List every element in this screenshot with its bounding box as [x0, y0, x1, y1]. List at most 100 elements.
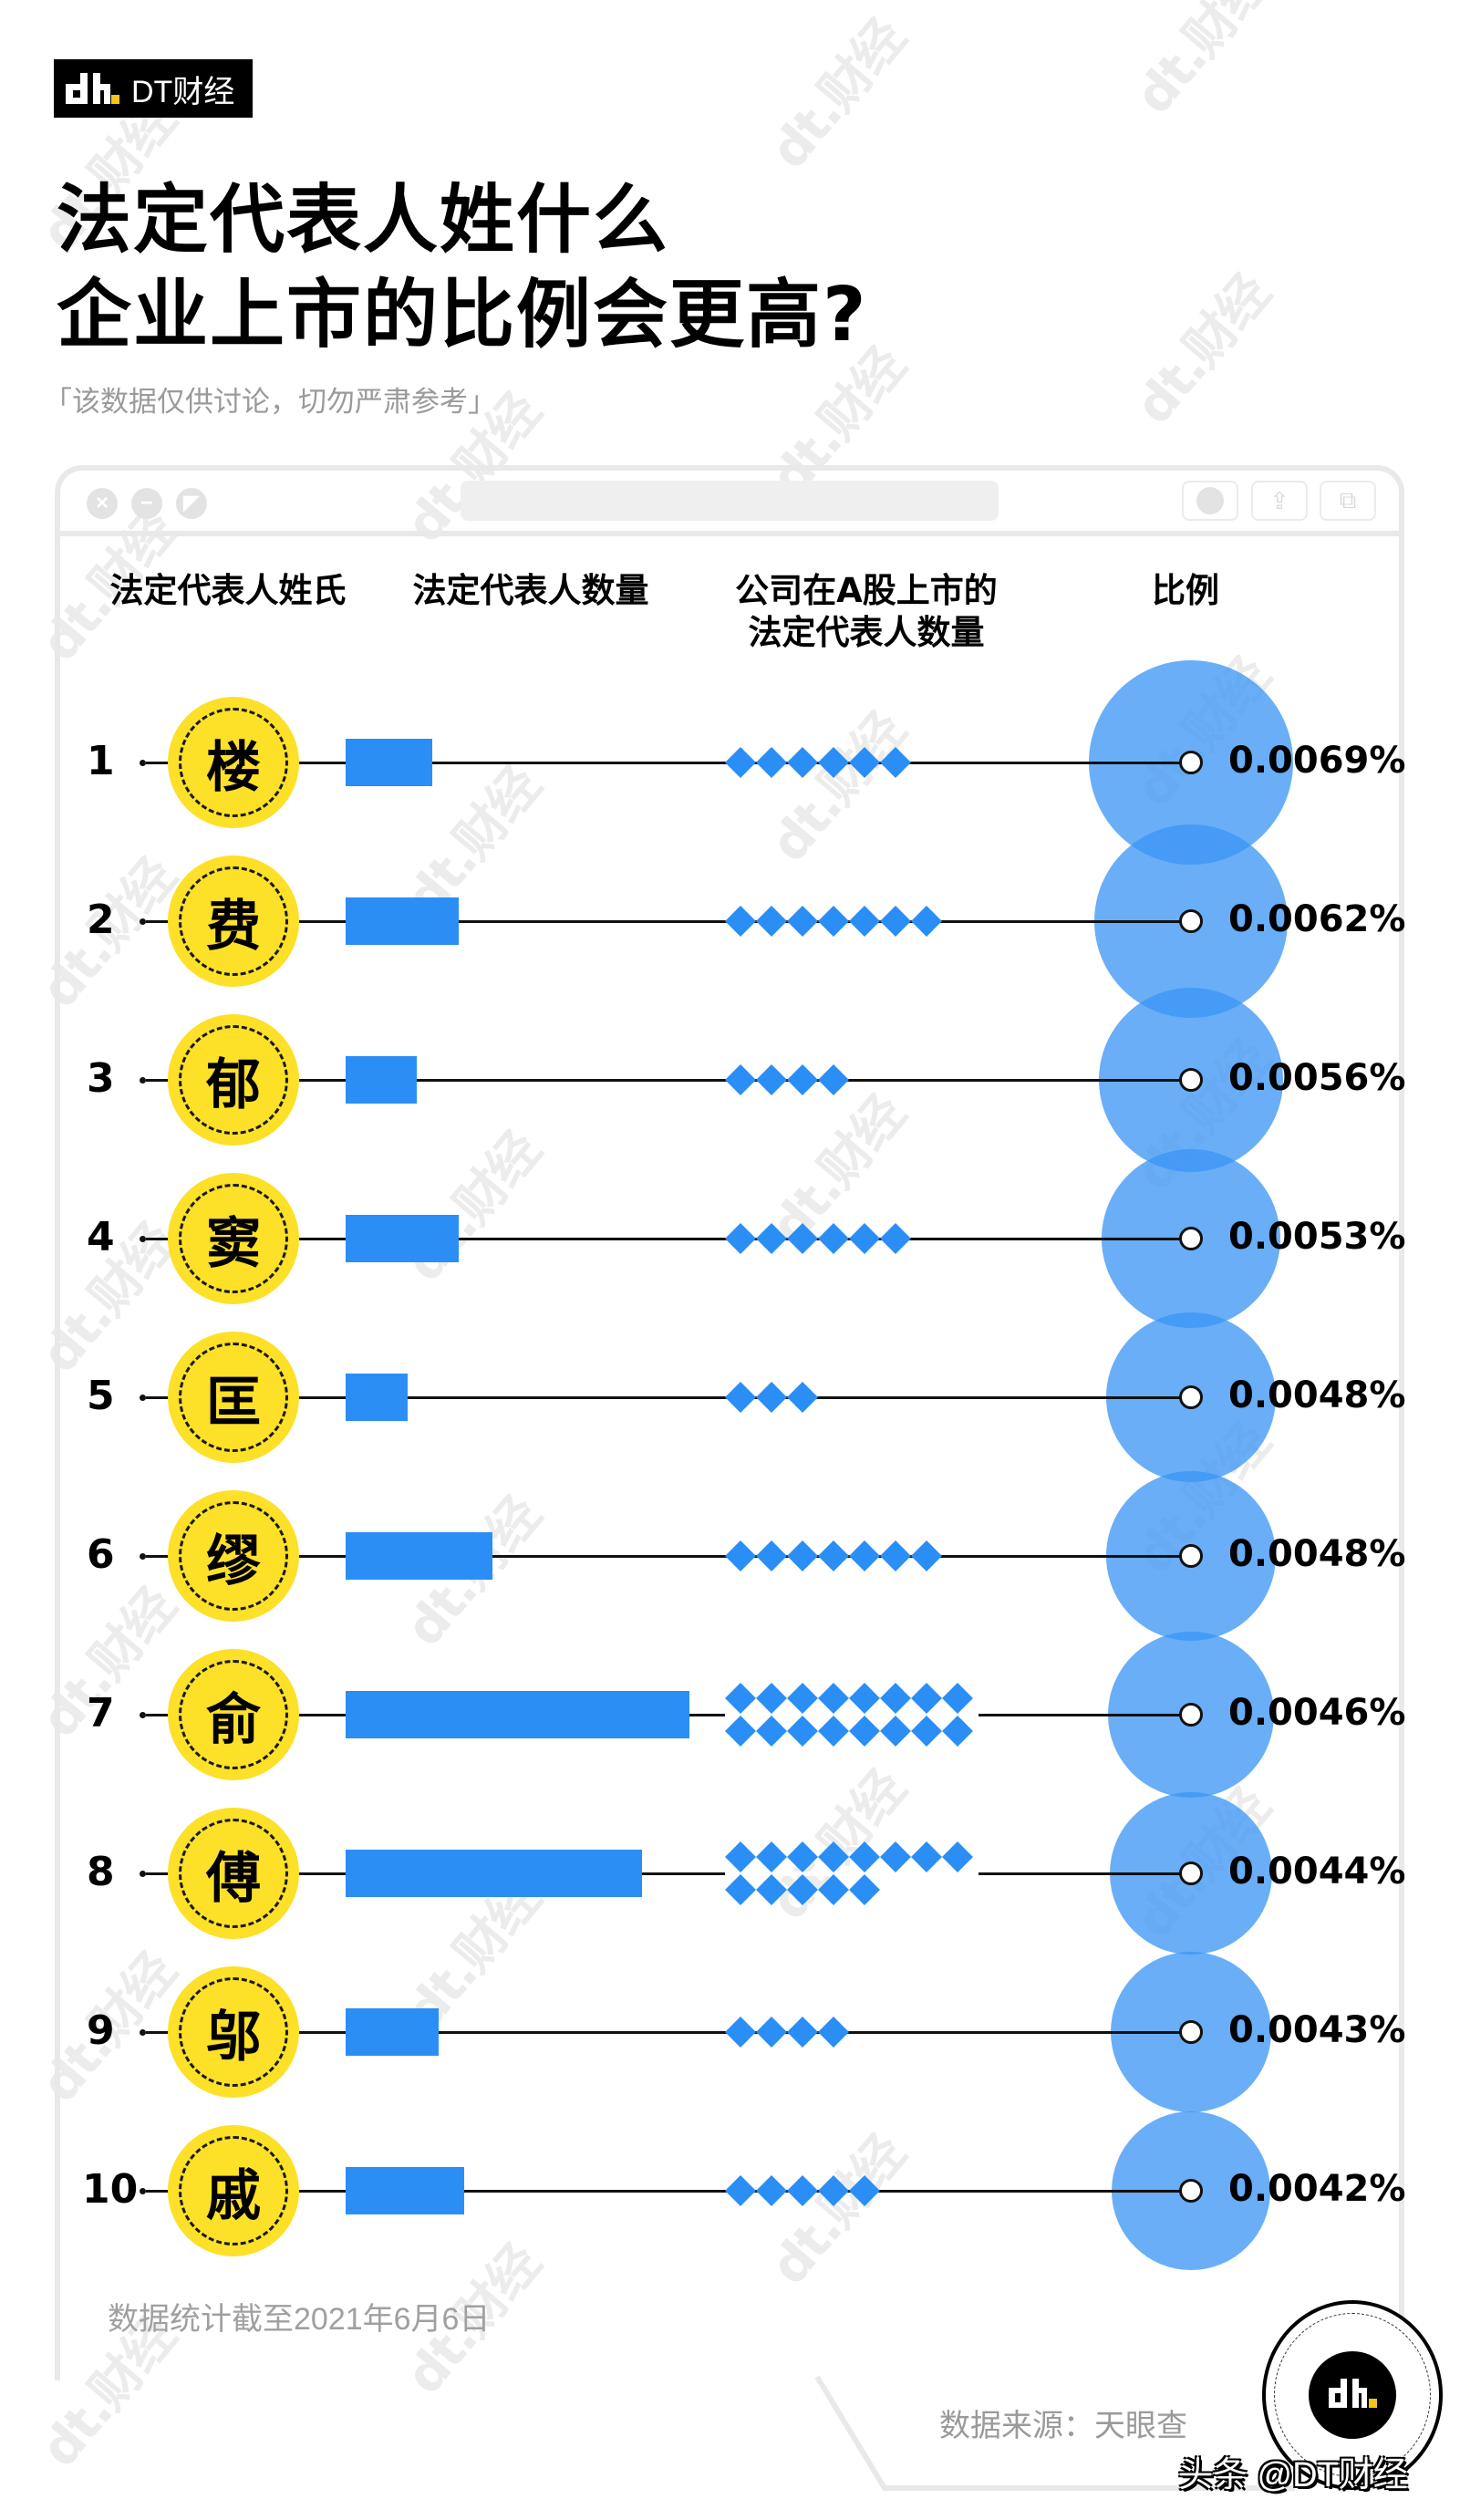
browser-frame	[55, 465, 1404, 2380]
data-cutoff-note: 数据统计截至2021年6月6日	[108, 2302, 491, 2337]
row-connector-line	[146, 1872, 1191, 1875]
surname-badge: 匡	[168, 1332, 299, 1463]
row-start-dot	[140, 1236, 146, 1242]
row-connector-line	[146, 1396, 1191, 1399]
surname: 傅	[179, 1819, 288, 1928]
column-header-listed-count-line2: 法定代表人数量	[748, 613, 985, 652]
ratio-marker	[1179, 751, 1203, 774]
line-gap	[725, 1872, 979, 1876]
legal-rep-count-bar	[346, 897, 459, 945]
row-connector-line	[146, 2190, 1191, 2193]
page-title: 法定代表人姓什么 企业上市的比例会更高?	[57, 173, 868, 363]
column-header-listed-count: 公司在A股上市的 法定代表人数量	[711, 570, 1021, 654]
legal-rep-count-bar	[346, 1532, 492, 1580]
expand-icon: ◤	[176, 488, 207, 519]
row-start-dot	[140, 1077, 146, 1084]
surname: 缪	[179, 1501, 288, 1611]
row-start-dot	[140, 2029, 146, 2036]
ratio-marker	[1179, 909, 1203, 933]
watermark: dt.财经	[759, 8, 916, 181]
badge-dashed-ring	[1274, 2313, 1431, 2477]
row-start-dot	[140, 2188, 146, 2194]
surname: 窦	[179, 1184, 288, 1293]
close-icon: ×	[87, 488, 118, 519]
ratio-value: 0.0069%	[1228, 740, 1406, 782]
surname-badge: 戚	[168, 2125, 299, 2256]
brand-name: DT财经	[131, 74, 235, 109]
legal-rep-count-bar	[346, 1056, 417, 1104]
record-icon	[1182, 481, 1238, 521]
surname: 俞	[179, 1660, 288, 1769]
rank-number: 4	[87, 1214, 115, 1260]
surname: 戚	[179, 2136, 288, 2245]
ratio-marker	[1179, 1385, 1203, 1409]
rank-number: 6	[87, 1531, 115, 1578]
dt-logo-icon	[1309, 2351, 1396, 2439]
subtitle: 「该数据仅供讨论，切勿严肃参考」	[44, 386, 496, 418]
column-header-legal-rep-count: 法定代表人数量	[412, 571, 649, 610]
row-start-dot	[140, 1871, 146, 1877]
copy-icon: ⧉	[1320, 481, 1376, 521]
row-connector-line	[146, 1079, 1191, 1082]
chrome-divider	[55, 531, 1404, 536]
rank-number: 8	[87, 1849, 115, 1895]
ratio-value: 0.0048%	[1228, 1374, 1406, 1416]
ratio-marker	[1179, 2179, 1203, 2203]
rank-number: 7	[87, 1690, 115, 1737]
surname-badge: 费	[168, 856, 299, 987]
surname: 郁	[179, 1025, 288, 1135]
column-header-ratio: 比例	[1152, 571, 1219, 610]
row-connector-line	[146, 920, 1191, 923]
surname-badge: 俞	[168, 1649, 299, 1780]
column-header-surname: 法定代表人姓氏	[109, 571, 347, 610]
ratio-value: 0.0043%	[1228, 2009, 1406, 2051]
surname-badge: 窦	[168, 1173, 299, 1304]
surname-badge: 傅	[168, 1808, 299, 1939]
surname-badge: 郁	[168, 1014, 299, 1146]
ratio-marker	[1179, 1068, 1203, 1092]
legal-rep-count-bar	[346, 2008, 439, 2056]
legal-rep-count-bar	[346, 739, 432, 786]
row-start-dot	[140, 1553, 146, 1560]
legal-rep-count-bar	[346, 2167, 464, 2214]
ratio-value: 0.0044%	[1228, 1851, 1406, 1893]
minimize-icon: −	[131, 488, 162, 519]
platform-watermark: 头条 @DT财经	[1178, 2456, 1408, 2494]
ratio-marker	[1179, 2020, 1203, 2044]
surname: 匡	[179, 1343, 288, 1452]
surname-badge: 楼	[168, 697, 299, 828]
title-line-2: 企业上市的比例会更高?	[57, 272, 868, 358]
rank-number: 9	[87, 2007, 115, 2054]
rank-number: 2	[87, 897, 115, 943]
ratio-marker	[1179, 1227, 1203, 1250]
ratio-value: 0.0056%	[1228, 1057, 1406, 1099]
row-start-dot	[140, 760, 146, 766]
ratio-value: 0.0048%	[1228, 1533, 1406, 1575]
legal-rep-count-bar	[346, 1215, 459, 1262]
rank-number: 1	[87, 738, 115, 784]
ratio-value: 0.0053%	[1228, 1216, 1406, 1258]
ratio-value: 0.0046%	[1228, 1692, 1406, 1734]
rank-number: 10	[82, 2166, 139, 2213]
row-start-dot	[140, 1395, 146, 1401]
rank-number: 5	[87, 1373, 115, 1419]
row-start-dot	[140, 918, 146, 925]
surname-badge: 邬	[168, 1966, 299, 2098]
legal-rep-count-bar	[346, 1691, 689, 1738]
share-icon: ⇪	[1251, 481, 1308, 521]
ratio-marker	[1179, 1861, 1203, 1885]
watermark: dt.财经	[1123, 264, 1281, 436]
brand-logo: DT财经	[54, 59, 253, 118]
row-connector-line	[146, 762, 1191, 764]
ratio-marker	[1179, 1703, 1203, 1727]
rank-number: 3	[87, 1055, 115, 1102]
row-connector-line	[146, 1238, 1191, 1240]
surname: 邬	[179, 1977, 288, 2087]
dt-badge	[1262, 2300, 1443, 2490]
watermark: dt.财经	[1123, 0, 1281, 126]
surname: 费	[179, 866, 288, 976]
surname-badge: 缪	[168, 1490, 299, 1622]
ratio-marker	[1179, 1544, 1203, 1568]
row-connector-line	[146, 2031, 1191, 2034]
row-start-dot	[140, 1712, 146, 1718]
